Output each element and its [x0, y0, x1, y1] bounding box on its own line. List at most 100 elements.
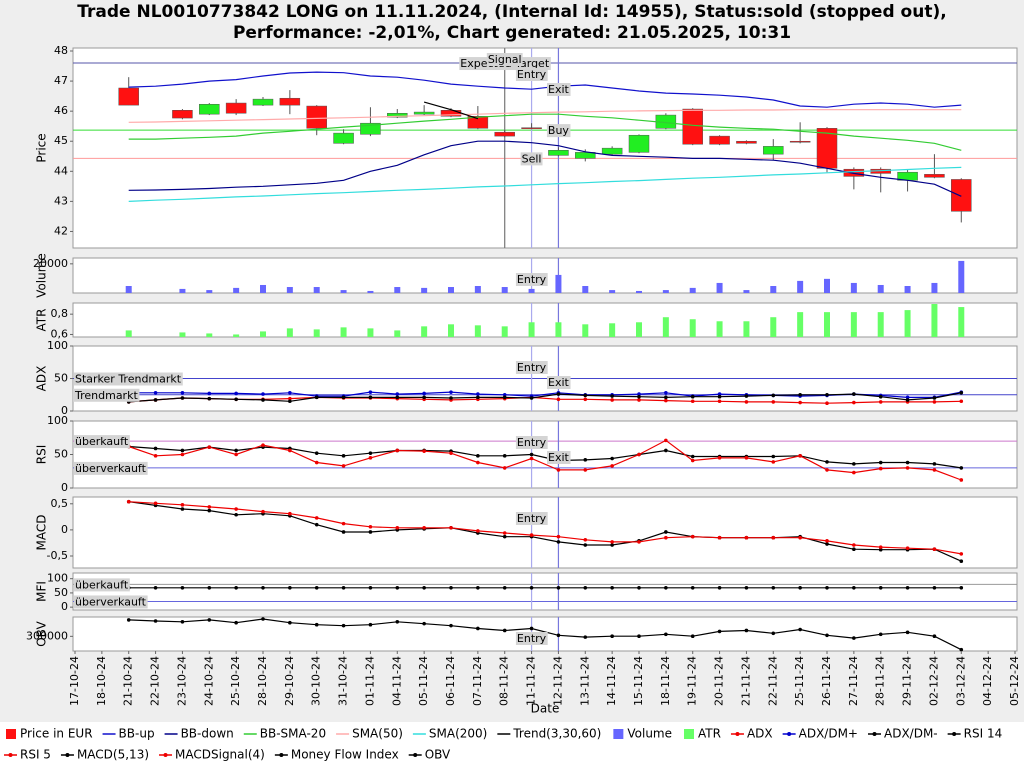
- point: [341, 530, 346, 534]
- legend-item: BB-SMA-20: [243, 727, 326, 741]
- event-label: Exit: [548, 376, 570, 389]
- point: [422, 621, 426, 626]
- point: [234, 452, 238, 457]
- y-tick-label: 0: [61, 404, 68, 417]
- point: [556, 392, 561, 396]
- plot-area: [72, 572, 1018, 611]
- point: [153, 586, 158, 590]
- bar: [206, 290, 213, 293]
- x-axis-title: Date: [531, 702, 560, 716]
- point: [180, 452, 185, 457]
- x-tick-label: 23-10-24: [175, 656, 188, 706]
- plot-area: [72, 302, 1018, 338]
- candle-body: [682, 108, 703, 145]
- point: [744, 628, 749, 633]
- bar: [179, 288, 186, 293]
- reference-label: überkauft: [75, 435, 129, 448]
- legend-item: ADX: [730, 727, 773, 741]
- point: [288, 620, 292, 625]
- y-axis-title: Price: [35, 133, 49, 162]
- bar: [448, 324, 454, 337]
- point: [690, 394, 695, 399]
- label-bg: [546, 124, 571, 138]
- legend-item: BB-down: [164, 727, 234, 741]
- bar: [958, 307, 965, 337]
- legend-label: SMA(50): [352, 727, 403, 741]
- x-tick-label: 14-11-24: [605, 656, 618, 706]
- y-tick-label: 45: [54, 134, 68, 147]
- series-line: [128, 140, 962, 197]
- point: [905, 398, 910, 402]
- bar: [528, 322, 535, 337]
- bar: [394, 330, 401, 337]
- point: [422, 586, 426, 590]
- point: [261, 392, 265, 396]
- event-label: Entry: [517, 273, 547, 286]
- point: [529, 456, 534, 461]
- point: [261, 617, 265, 621]
- point: [959, 559, 964, 564]
- event-label: Entry: [517, 632, 547, 645]
- series-line: [128, 109, 962, 123]
- series-line: [128, 618, 962, 651]
- point: [207, 505, 212, 509]
- y-tick-label: 43: [54, 194, 68, 207]
- legend-label: Price in EUR: [20, 727, 93, 741]
- x-tick-label: 27-11-24: [847, 656, 860, 706]
- point: [852, 392, 856, 396]
- point: [825, 633, 829, 638]
- point: [207, 586, 212, 590]
- point: [395, 392, 400, 396]
- x-tick-label: 31-10-24: [337, 656, 350, 706]
- bar: [824, 312, 830, 337]
- point: [288, 448, 292, 453]
- point: [476, 586, 480, 590]
- point: [261, 586, 265, 590]
- point: [368, 530, 373, 534]
- bar: [367, 290, 374, 293]
- series-line: [128, 71, 962, 108]
- candle-body: [601, 147, 623, 155]
- point: [852, 543, 856, 547]
- legend-box: [0, 722, 1024, 768]
- x-tick-label: 06-11-24: [444, 656, 457, 706]
- label-bg: [515, 68, 548, 81]
- candle-body: [494, 131, 515, 137]
- point: [825, 539, 829, 543]
- bar: [474, 286, 481, 293]
- point: [476, 460, 480, 465]
- reference-label: Trendmarkt: [74, 389, 138, 402]
- point: [825, 586, 829, 590]
- legend-item: BB-up: [102, 727, 155, 741]
- point: [583, 538, 588, 542]
- point: [556, 540, 561, 544]
- point: [529, 452, 534, 457]
- point: [556, 586, 561, 590]
- candle-body: [789, 140, 811, 143]
- legend-label: ADX/DM-: [884, 727, 938, 741]
- point: [368, 395, 373, 400]
- point: [502, 454, 507, 458]
- y-tick-label: 300000: [26, 629, 68, 642]
- y-axis-title: ATR: [35, 309, 49, 332]
- point: [905, 586, 910, 590]
- point: [690, 586, 695, 590]
- y-tick-label: 100: [47, 339, 68, 352]
- x-tick-label: 29-10-24: [283, 656, 296, 706]
- point: [798, 586, 802, 590]
- point: [852, 636, 856, 640]
- point: [422, 449, 426, 453]
- point: [798, 627, 802, 632]
- x-tick-label: 15-11-24: [632, 656, 645, 706]
- candle-body: [279, 97, 301, 106]
- point: [905, 460, 910, 465]
- point: [690, 458, 695, 463]
- label-bg: [547, 83, 571, 96]
- point: [583, 635, 588, 639]
- point: [905, 466, 910, 470]
- legend-swatch-dot: [952, 732, 957, 736]
- point: [368, 524, 373, 529]
- point: [637, 392, 641, 396]
- event-label: Entry: [517, 361, 547, 374]
- series-line: [128, 501, 962, 562]
